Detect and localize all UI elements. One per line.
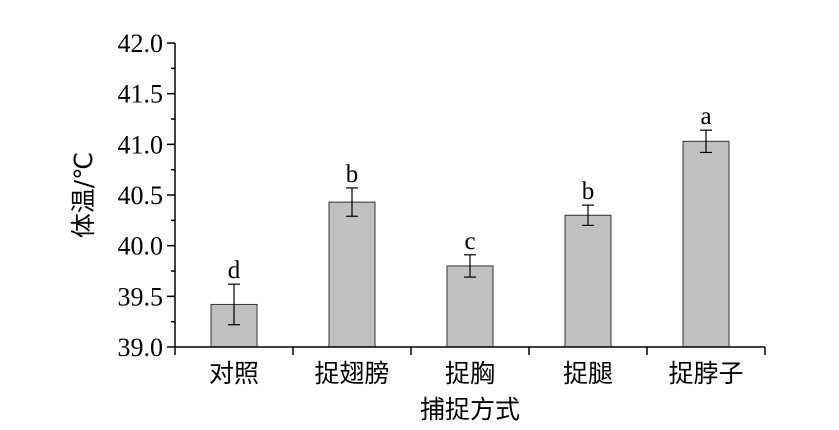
y-tick-label: 41.0 [118, 130, 164, 159]
significance-label: b [346, 161, 359, 188]
y-tick-label: 42.0 [118, 29, 164, 58]
x-tick-label: 对照 [209, 359, 259, 388]
y-tick-label: 39.0 [118, 333, 164, 362]
x-tick-label: 捉胸 [445, 359, 495, 388]
bar [564, 214, 612, 348]
x-ticks-group: 对照 捉翅膀 捉胸 捉腿 捉脖子 [174, 347, 766, 388]
x-tick-label: 捉腿 [563, 359, 613, 388]
x-axis-title: 捕捉方式 [420, 395, 520, 424]
bar [682, 140, 730, 348]
y-tick-label: 40.0 [118, 232, 164, 261]
bar [328, 201, 376, 348]
y-tick-label: 40.5 [118, 181, 164, 210]
y-tick-label: 39.5 [118, 282, 164, 311]
significance-label: c [464, 228, 475, 255]
significance-label: a [700, 103, 711, 130]
y-tick-label: 41.5 [118, 80, 164, 109]
x-tick-label: 捉翅膀 [314, 359, 389, 388]
x-tick-label: 捉脖子 [668, 359, 743, 388]
error-bars-group [228, 129, 712, 326]
significance-labels-group: d b c b a [228, 103, 712, 284]
y-ticks-group: 39.0 39.5 40.0 40.5 41.0 41.5 42.0 [118, 29, 175, 362]
significance-label: d [228, 257, 241, 284]
y-axis-title: 体温/℃ [69, 152, 98, 239]
bar [446, 265, 494, 348]
significance-label: b [582, 178, 595, 205]
